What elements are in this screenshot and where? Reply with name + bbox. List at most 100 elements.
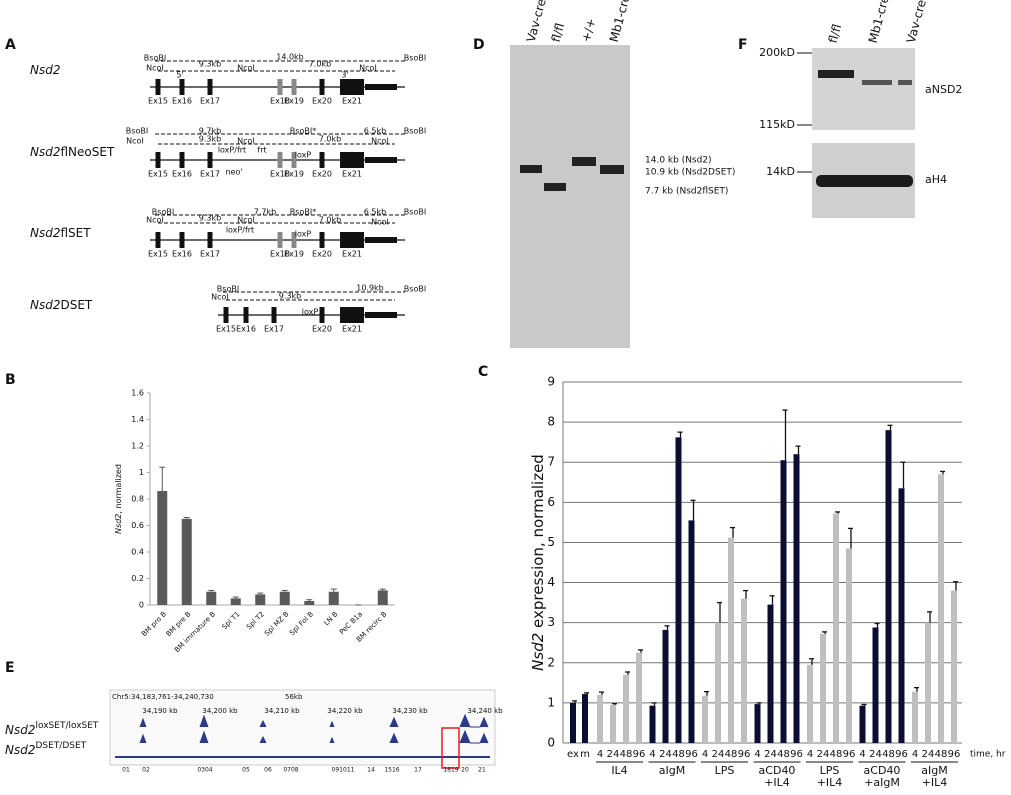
bar [582, 694, 588, 743]
coordinate-label: 34,210 kb [264, 707, 300, 715]
bar [181, 518, 192, 605]
site-label: frt [257, 146, 266, 155]
exon [207, 79, 213, 95]
blot-band [600, 165, 624, 174]
utr [365, 157, 397, 163]
x-tick-label: 24 [764, 749, 777, 760]
bar [570, 702, 576, 743]
site-label: loxP [295, 230, 312, 239]
gene-name: Nsd2 [5, 743, 35, 757]
x-tick-label: Spl Fol B [288, 610, 315, 637]
exon-label: Ex20 [312, 325, 332, 334]
y-tick-label: 1 [139, 468, 144, 477]
y-tick-label: 0.8 [131, 495, 144, 504]
lane-label: Mb1-cre [607, 0, 633, 44]
bar [846, 548, 852, 743]
x-tick-label: 4 [859, 749, 865, 760]
x-tick-label: 48 [725, 749, 738, 760]
group-label: aIgM [921, 764, 947, 777]
bar [623, 674, 629, 743]
blot-band [544, 183, 566, 191]
site-label: NcoI [237, 64, 255, 73]
y-label: expression, normalized [529, 454, 547, 633]
bar [820, 633, 826, 743]
y-tick-label: 7 [547, 455, 555, 469]
x-tick-label: 96 [685, 749, 698, 760]
bar [754, 704, 761, 743]
x-tick-label: 4 [597, 749, 603, 760]
site-label: NcoI [371, 218, 389, 227]
site-label: 9.3kb [199, 60, 221, 69]
y-tick-label: 0 [547, 736, 555, 750]
exon [340, 232, 364, 248]
exon [179, 152, 185, 168]
site-label: 10.9kb [356, 284, 384, 293]
x-tick-label: 4 [807, 749, 813, 760]
bar [662, 629, 669, 743]
site-label: 7.0kb [319, 135, 341, 144]
bar [675, 437, 682, 743]
coordinate-label: 34,240 kb [467, 707, 503, 715]
x-tick-label: 96 [948, 749, 961, 760]
lane-label: Vav-cre [904, 0, 929, 45]
site-label: NcoI [146, 64, 164, 73]
site-label: BsoBI [217, 285, 239, 294]
exon [319, 307, 325, 323]
exon-label: Ex17 [200, 170, 220, 179]
exon [223, 307, 229, 323]
gene-name: Nsd2 [30, 226, 60, 240]
site-label: BsoBI* [290, 208, 316, 217]
bar [255, 594, 266, 605]
exon-label: Ex18 [270, 170, 290, 179]
exon [277, 152, 283, 168]
band-label: 14.0 kb (Nsd2) [645, 156, 712, 166]
y-tick-label: 1.2 [131, 442, 144, 451]
southern-blot [510, 45, 630, 348]
panel-label: E [5, 660, 15, 676]
lane-label: fl/fl [549, 22, 567, 44]
allele: flSET [60, 226, 91, 240]
y-tick-label: 6 [547, 495, 555, 509]
band-label: 10.9 kb (Nsd2DSET) [645, 168, 735, 178]
bar [304, 601, 315, 605]
blot-band [862, 80, 892, 85]
site-label: BsoBI [126, 127, 148, 136]
bar [702, 695, 708, 743]
exon-label: Ex15 [148, 97, 168, 106]
coordinate-label: 34,190 kb [142, 707, 178, 715]
site-label: NcoI [126, 137, 144, 146]
x-tick-label: 24 [659, 749, 672, 760]
exon [340, 79, 364, 95]
blot-band [520, 165, 542, 173]
x-tick-label: ex [567, 749, 579, 760]
group-label: +aIgM [864, 776, 900, 789]
allele-name: Nsd2flNeoSET [30, 145, 115, 159]
bar [833, 513, 839, 743]
y-label: , normalized [114, 464, 123, 514]
exon-label: Ex21 [342, 170, 362, 179]
site-label: BsoBI* [290, 127, 316, 136]
x-tick-label: 4 [702, 749, 708, 760]
bar [807, 664, 813, 743]
span-label: 56kb [285, 693, 303, 701]
antibody-label: aH4 [925, 173, 947, 186]
group-label: aCD40 [864, 764, 901, 777]
y-tick-label: 8 [547, 415, 555, 429]
y-label-gene: Nsd2 [114, 514, 123, 534]
x-tick-label: m [580, 749, 590, 760]
x-tick-label: 96 [738, 749, 751, 760]
coverage-track [139, 729, 489, 744]
allele: flNeoSET [60, 145, 114, 159]
exon-label: Ex16 [172, 250, 192, 259]
x-tick-label: 96 [843, 749, 856, 760]
lane-label: +/+ [579, 17, 599, 44]
exon-label: Ex17 [200, 97, 220, 106]
marker-label: 14kD [766, 165, 795, 178]
exon-label: Ex21 [342, 325, 362, 334]
x-tick-label: BM pro B [140, 610, 168, 638]
exon-label: Ex15 [148, 170, 168, 179]
group-label: IL4 [611, 764, 627, 777]
exon-label: Ex15 [148, 250, 168, 259]
blot-band [816, 175, 913, 187]
